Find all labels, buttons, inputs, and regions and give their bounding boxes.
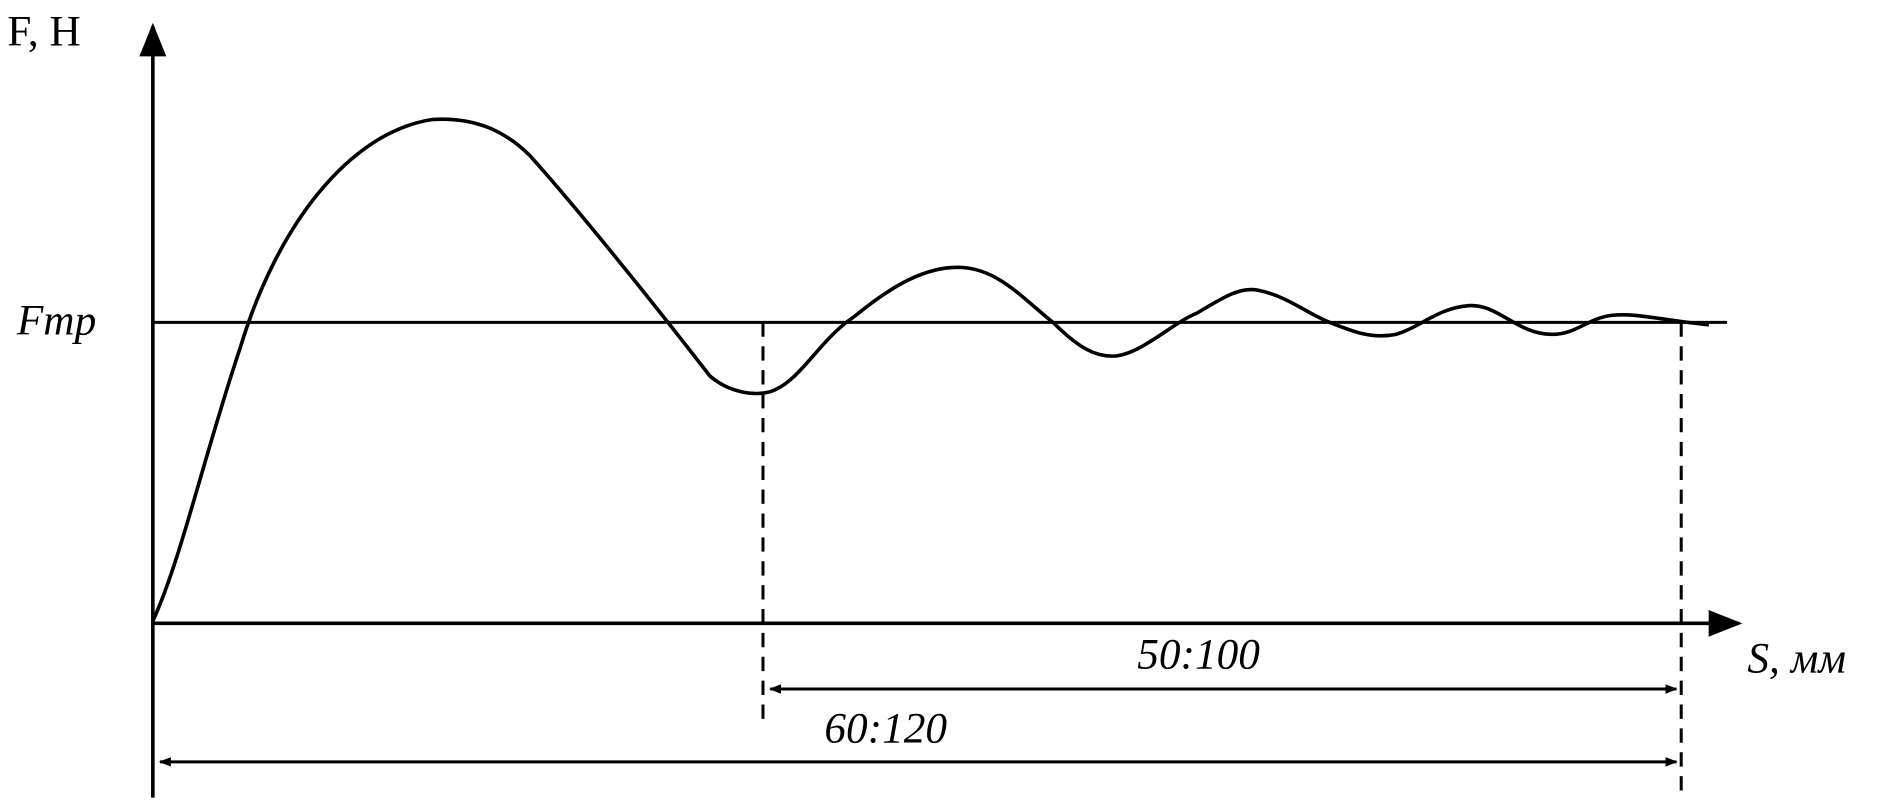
dimension-label: 60:120 [824, 706, 947, 753]
force-curve [151, 117, 1710, 622]
y-axis-label: F, Н [7, 9, 81, 56]
dimension-label: 50:100 [1137, 632, 1260, 679]
x-axis-label: S, мм [1747, 635, 1846, 682]
level-label: Fтр [16, 297, 96, 344]
